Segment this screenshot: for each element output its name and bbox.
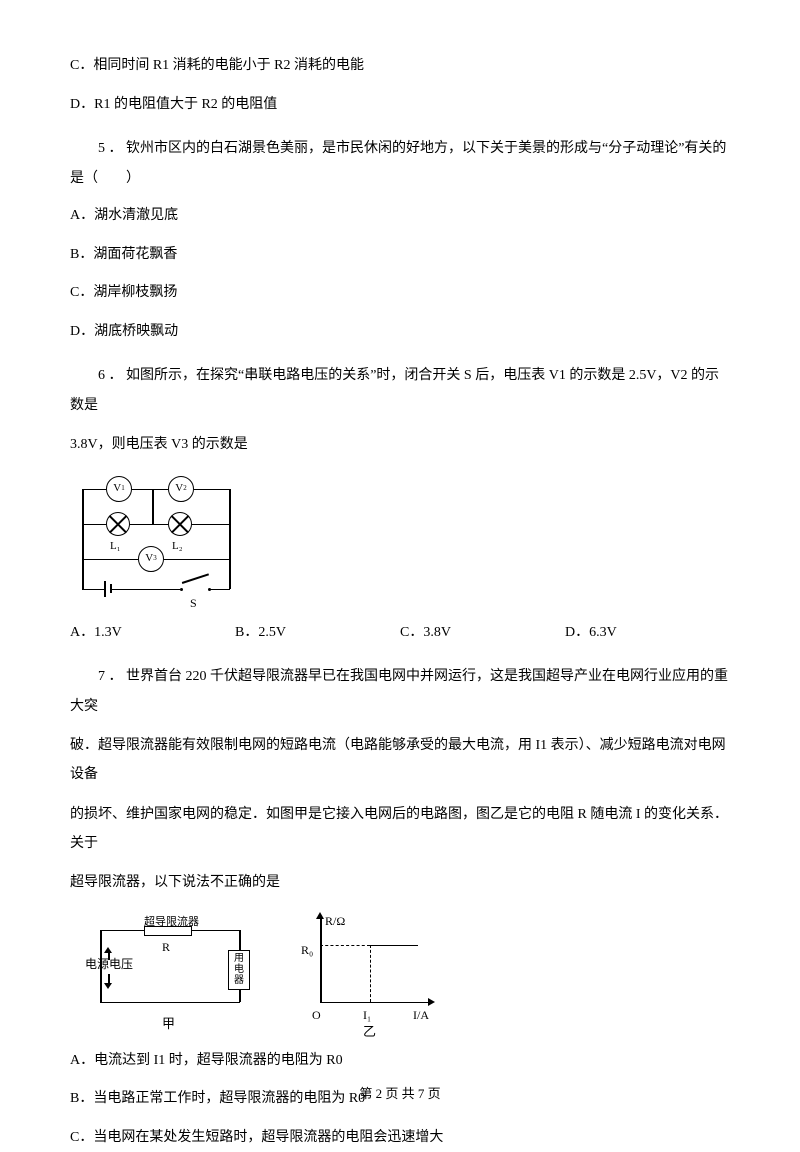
arrow-down-icon	[104, 983, 112, 989]
meter-v3-icon: V3	[138, 546, 164, 572]
q7-stem-line2: 破．超导限流器能有效限制电网的短路电流（电路能够承受的最大电流，用 I1 表示）…	[70, 731, 730, 790]
q6-stem-line2: 3.8V，则电压表 V3 的示数是	[70, 430, 730, 459]
page-footer: 第 2 页 共 7 页	[0, 1082, 800, 1107]
q5-option-c: C．湖岸柳枝飘扬	[70, 280, 730, 307]
lamp-l1-icon	[106, 512, 130, 536]
q7-circuit-jia: 超导限流器 R 用 电 器 电源电压 甲	[90, 912, 255, 1032]
q6-option-c: C．3.8V	[400, 620, 565, 647]
q6-options: A．1.3V B．2.5V C．3.8V D．6.3V	[70, 620, 730, 647]
switch-label: S	[190, 592, 197, 615]
q7-jia-label: 甲	[162, 1012, 175, 1037]
q5-option-a: A．湖水清澈见底	[70, 203, 730, 230]
y-axis-arrow-icon	[316, 912, 324, 919]
q7-source-label: 电源电压	[85, 957, 140, 971]
q6-option-b: B．2.5V	[235, 620, 400, 647]
q7-graph-yi: R/Ω I/A R₀ I₁ O 乙	[295, 912, 445, 1032]
q7-stem-line3: 的损坏、维护国家电网的稳定．如图甲是它接入电网后的电路图，图乙是它的电阻 R 随…	[70, 800, 730, 859]
q7-stem-line4: 超导限流器，以下说法不正确的是	[70, 868, 730, 897]
meter-v1-icon: V1	[106, 476, 132, 502]
q6-circuit-diagram: V1 V2 L₁ L₂ V3 S	[70, 474, 730, 604]
meter-v2-icon: V2	[168, 476, 194, 502]
lamp-l1-label: L₁	[110, 536, 121, 557]
prev-option-d: D．R1 的电阻值大于 R2 的电阻值	[70, 92, 730, 119]
q7-r-label: R	[162, 936, 170, 959]
prev-option-c: C．相同时间 R1 消耗的电能小于 R2 消耗的电能	[70, 53, 730, 80]
q5-stem: 5 ． 钦州市区内的白石湖景色美丽，是市民休闲的好地方，以下关于美景的形成与“分…	[70, 134, 730, 193]
x-axis-label: I/A	[413, 1004, 429, 1027]
q5-option-b: B．湖面荷花飘香	[70, 242, 730, 269]
q7-yi-label: 乙	[363, 1020, 376, 1045]
q7-stem-line1: 7 ． 世界首台 220 千伏超导限流器早已在我国电网中并网运行，这是我国超导产…	[70, 662, 730, 721]
q5-option-d: D．湖底桥映飘动	[70, 319, 730, 346]
q7-resistor-box	[144, 926, 192, 936]
q6-option-a: A．1.3V	[70, 620, 235, 647]
origin-label: O	[312, 1004, 321, 1027]
lamp-l2-icon	[168, 512, 192, 536]
y-axis-label: R/Ω	[325, 910, 345, 933]
q7-diagrams: 超导限流器 R 用 电 器 电源电压 甲 R/Ω I/A R₀	[90, 912, 730, 1032]
q6-option-d: D．6.3V	[565, 620, 730, 647]
arrow-up-icon	[104, 947, 112, 953]
lamp-l2-label: L₂	[172, 536, 183, 557]
x-axis-arrow-icon	[428, 998, 435, 1006]
q6-stem-line1: 6 ． 如图所示，在探究“串联电路电压的关系”时，闭合开关 S 后，电压表 V1…	[70, 361, 730, 420]
r0-label: R₀	[301, 939, 313, 962]
q7-option-c: C．当电网在某处发生短路时，超导限流器的电阻会迅速增大	[70, 1125, 730, 1152]
q7-option-a: A．电流达到 I1 时，超导限流器的电阻为 R0	[70, 1048, 730, 1075]
q7-load-box: 用 电 器	[228, 950, 250, 990]
